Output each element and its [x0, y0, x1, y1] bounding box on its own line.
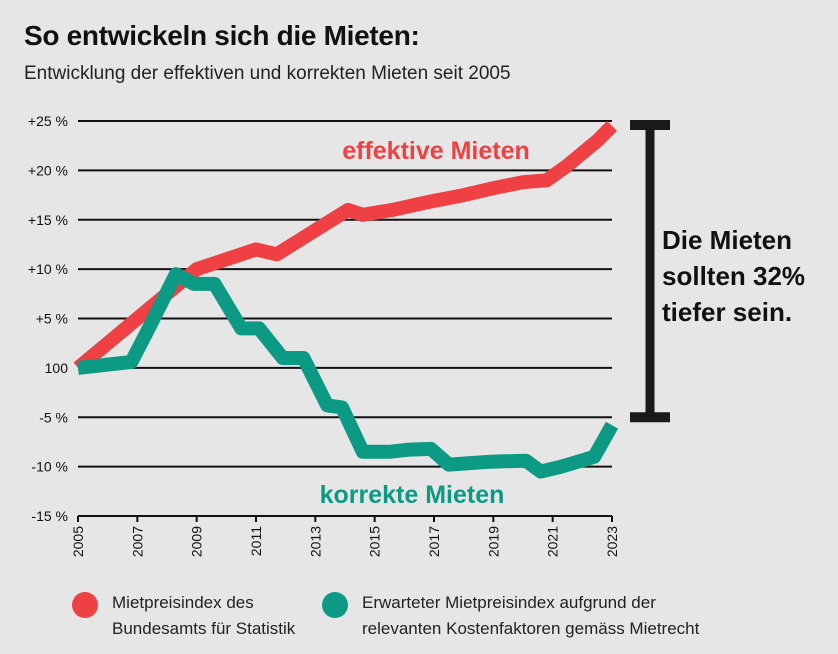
series-label-korrekt: korrekte Mieten — [320, 481, 505, 509]
legend-item-korrekt: Erwarteter Mietpreisindex aufgrund der r… — [322, 590, 792, 642]
legend-effektiv-line-1: Mietpreisindex des — [112, 593, 254, 612]
x-tick-label: 2015 — [367, 526, 383, 557]
series-line-korrekt — [77, 267, 619, 479]
callout-line-3: tiefer sein. — [662, 297, 793, 327]
legend-text-korrekt: Erwarteter Mietpreisindex aufgrund der r… — [362, 590, 792, 642]
y-tick-label: +10 % — [28, 261, 68, 277]
chart-subtitle: Entwicklung der effektiven und korrekten… — [24, 63, 511, 84]
y-tick-label: -15 % — [31, 508, 68, 524]
x-tick-label: 2013 — [307, 526, 323, 557]
y-tick-label: -5 % — [39, 409, 68, 425]
x-tick-label: 2007 — [129, 526, 145, 557]
legend-dot-green — [322, 592, 348, 618]
difference-callout: Die Mieten sollten 32% tiefer sein. — [662, 222, 832, 330]
x-tick-label: 2023 — [604, 526, 620, 557]
x-axis-ticks: 2005 2007 2009 2011 2013 2015 2017 2019 2021 2023 — [70, 516, 620, 557]
legend-dot-red — [72, 592, 98, 618]
x-tick-label: 2011 — [248, 526, 264, 556]
legend-text-effektiv: Mietpreisindex des Bundesamts für Statis… — [112, 590, 322, 642]
series-labels: effektive Mieten korrekte Mieten — [320, 137, 530, 509]
legend-effektiv-line-2: Bundesamts für Statistik — [112, 619, 296, 638]
legend-korrekt-line-2: relevanten Kostenfaktoren gemäss Mietrec… — [362, 619, 700, 638]
callout-line-2: sollten 32% — [662, 261, 806, 291]
legend-korrekt-line-1: Erwarteter Mietpreisindex aufgrund der — [362, 593, 656, 612]
difference-bracket — [630, 119, 670, 423]
callout-line-1: Die Mieten — [662, 225, 793, 255]
x-tick-label: 2017 — [426, 526, 442, 557]
y-tick-label: +15 % — [28, 212, 68, 228]
series-label-effektiv: effektive Mieten — [342, 137, 530, 165]
series-lines — [73, 120, 619, 479]
x-tick-label: 2005 — [70, 526, 86, 557]
y-tick-label: -10 % — [31, 459, 68, 475]
x-tick-label: 2021 — [545, 526, 561, 557]
y-tick-label: 100 — [45, 360, 69, 376]
legend-item-effektiv: Mietpreisindex des Bundesamts für Statis… — [72, 590, 322, 642]
x-tick-label: 2009 — [189, 526, 205, 557]
y-tick-label: +5 % — [36, 311, 68, 327]
y-tick-label: +20 % — [28, 162, 68, 178]
x-tick-label: 2019 — [485, 526, 501, 557]
y-tick-label: +25 % — [28, 113, 68, 129]
y-axis-ticks: +25 % +20 % +15 % +10 % +5 % 100 -5 % -10 % -15 … — [28, 113, 68, 524]
chart-title: So entwickeln sich die Mieten: — [24, 20, 420, 51]
